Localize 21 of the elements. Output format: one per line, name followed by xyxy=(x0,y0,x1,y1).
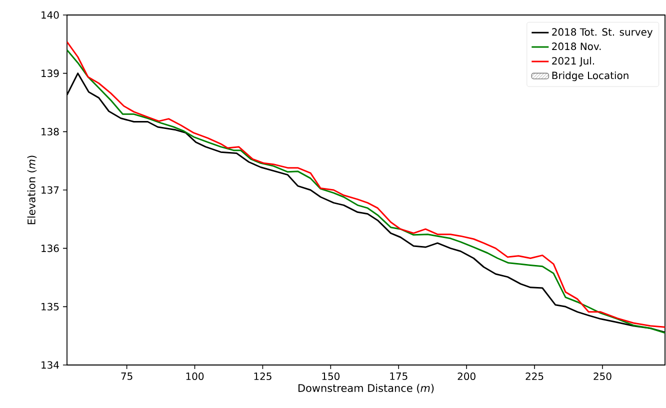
x-tick-label: 100 xyxy=(186,372,204,380)
y-tick-label: 136 xyxy=(42,244,59,252)
y-tick-label: 138 xyxy=(42,128,59,136)
y-tick-label: 140 xyxy=(42,11,59,19)
x-tick-label: 175 xyxy=(390,372,408,380)
x-tick-label: 75 xyxy=(121,372,132,380)
y-tick-label: 134 xyxy=(42,361,59,369)
x-axis-title: Downstream Distance (m) xyxy=(298,384,434,394)
legend-label: 2018 Tot. St. survey xyxy=(552,28,653,38)
x-tick-label: 200 xyxy=(458,372,476,380)
y-tick-label: 139 xyxy=(42,70,59,78)
legend-label: Bridge Location xyxy=(552,71,628,82)
legend-label: 2018 Nov. xyxy=(552,42,601,50)
y-tick-label: 135 xyxy=(42,302,59,310)
x-tick-label: 150 xyxy=(322,372,340,380)
x-tick-label: 225 xyxy=(526,372,544,380)
x-tick-label: 250 xyxy=(594,372,612,380)
y-tick-label: 137 xyxy=(42,186,59,194)
x-tick-label: 125 xyxy=(254,372,272,380)
y-axis-title: Elevation (m) xyxy=(27,156,37,224)
legend-label: 2021 Jul. xyxy=(552,56,594,67)
